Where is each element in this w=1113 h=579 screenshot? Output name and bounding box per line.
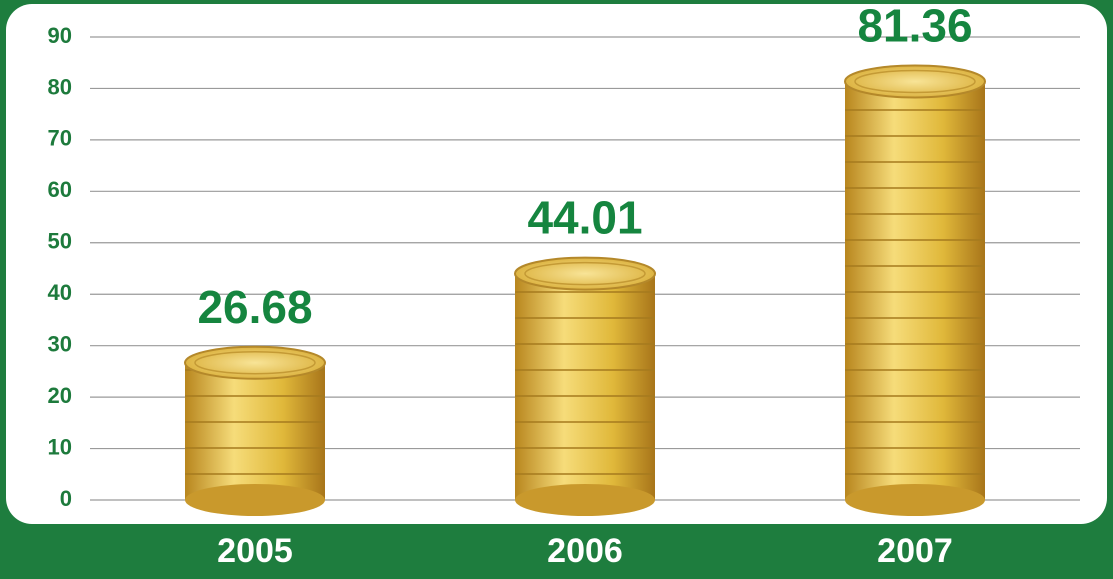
- value-label: 26.68: [197, 281, 312, 333]
- y-tick-label: 70: [48, 126, 72, 151]
- y-tick-label: 50: [48, 229, 72, 254]
- page: 0 10 20 30 40 50 60 70 80 90 26.68 2005 44.01 2006 81.…: [0, 0, 1113, 579]
- value-label: 44.01: [527, 192, 642, 244]
- y-tick-label: 20: [48, 383, 72, 408]
- coin-bottom: [515, 484, 655, 516]
- x-tick-label: 2005: [217, 532, 293, 570]
- y-tick-label: 60: [48, 177, 72, 202]
- value-label: 81.36: [857, 0, 972, 52]
- coin-stack: [845, 65, 985, 516]
- y-tick-label: 90: [48, 23, 72, 48]
- coin-body: [185, 363, 325, 500]
- y-tick-label: 0: [60, 486, 72, 511]
- coin-body: [515, 274, 655, 500]
- coin-bottom: [185, 484, 325, 516]
- coin-stack: [185, 347, 325, 516]
- y-tick-label: 40: [48, 280, 72, 305]
- y-tick-label: 10: [48, 434, 72, 459]
- y-tick-label: 80: [48, 74, 72, 99]
- coin-stack: [515, 258, 655, 516]
- coin-bottom: [845, 484, 985, 516]
- y-tick-label: 30: [48, 331, 72, 356]
- chart: 0 10 20 30 40 50 60 70 80 90 26.68 2005 44.01 2006 81.…: [0, 0, 1113, 579]
- x-tick-label: 2007: [877, 532, 953, 570]
- x-tick-label: 2006: [547, 532, 623, 570]
- coin-body: [845, 81, 985, 500]
